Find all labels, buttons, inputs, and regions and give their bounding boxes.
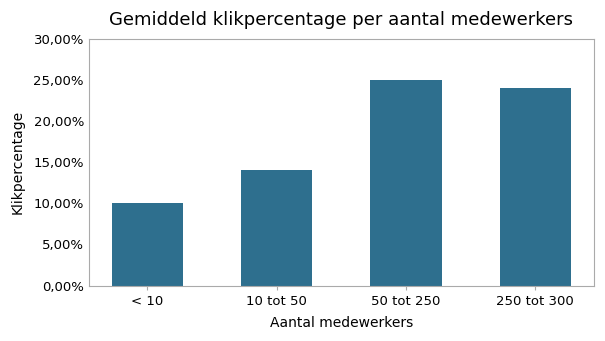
Title: Gemiddeld klikpercentage per aantal medewerkers: Gemiddeld klikpercentage per aantal mede… — [110, 11, 574, 29]
Bar — [112, 203, 183, 285]
Y-axis label: Klikpercentage: Klikpercentage — [11, 110, 25, 214]
Bar — [370, 80, 442, 285]
X-axis label: Aantal medewerkers: Aantal medewerkers — [270, 316, 413, 330]
Bar — [241, 170, 312, 285]
Bar — [500, 88, 571, 285]
